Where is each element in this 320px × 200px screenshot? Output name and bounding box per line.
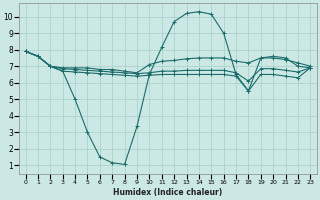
X-axis label: Humidex (Indice chaleur): Humidex (Indice chaleur) — [113, 188, 223, 197]
